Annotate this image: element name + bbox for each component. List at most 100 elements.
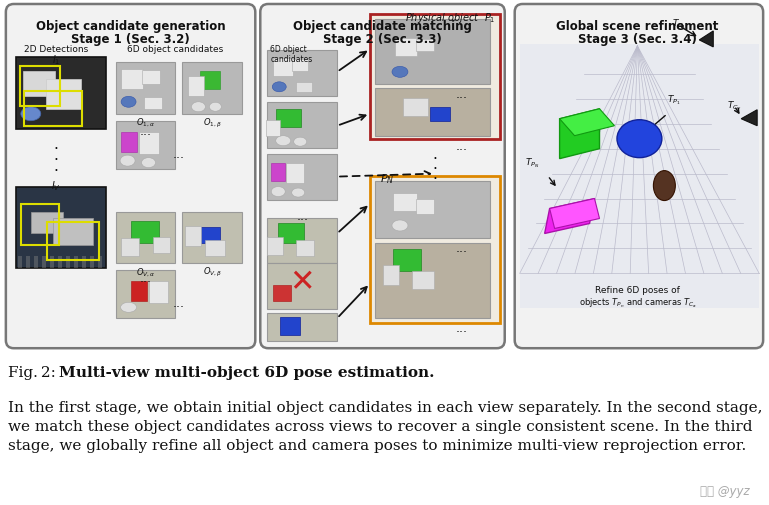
Text: ...: ...: [172, 147, 185, 161]
Ellipse shape: [276, 136, 291, 146]
Bar: [278, 224, 305, 244]
Bar: [520, 45, 759, 309]
Bar: [82, 257, 85, 269]
Bar: [16, 187, 105, 269]
Text: Stage 1 (Sec. 3.2): Stage 1 (Sec. 3.2): [72, 33, 190, 46]
Text: ...: ...: [172, 297, 185, 310]
Bar: [115, 212, 175, 264]
Ellipse shape: [294, 138, 307, 147]
Text: objects $T_{P_n}$ and cameras $T_{C_a}$: objects $T_{P_n}$ and cameras $T_{C_a}$: [578, 296, 696, 309]
Bar: [58, 257, 62, 269]
Bar: [46, 80, 81, 110]
Text: $T_{C_V}$: $T_{C_V}$: [727, 99, 742, 113]
Text: ...: ...: [139, 124, 151, 137]
Bar: [276, 110, 301, 127]
Ellipse shape: [21, 108, 41, 122]
Text: .: .: [432, 166, 438, 181]
Text: Refine 6D poses of: Refine 6D poses of: [595, 286, 680, 295]
Text: Fig. 2:: Fig. 2:: [8, 365, 61, 379]
Bar: [18, 257, 22, 269]
Text: $O_{V,\alpha}$: $O_{V,\alpha}$: [136, 266, 155, 278]
Bar: [42, 257, 46, 269]
Text: Stage 3 (Sec. 3.4): Stage 3 (Sec. 3.4): [578, 33, 697, 46]
Polygon shape: [699, 32, 714, 48]
Bar: [185, 227, 201, 247]
Text: 2D Detections: 2D Detections: [24, 45, 88, 54]
Text: ...: ...: [456, 242, 468, 255]
Bar: [20, 67, 60, 107]
Bar: [115, 122, 175, 169]
Bar: [375, 181, 490, 239]
Bar: [268, 314, 337, 341]
Bar: [182, 63, 242, 115]
Bar: [266, 121, 280, 136]
Text: ...: ...: [139, 272, 151, 285]
Text: $T_{C_1}$: $T_{C_1}$: [672, 17, 687, 30]
Bar: [47, 223, 98, 261]
Ellipse shape: [617, 121, 662, 159]
Ellipse shape: [271, 187, 285, 197]
Bar: [21, 204, 58, 246]
Bar: [296, 83, 312, 92]
Text: .: .: [432, 157, 438, 171]
Text: .: .: [53, 159, 58, 173]
Bar: [280, 318, 300, 336]
Bar: [16, 58, 105, 129]
Bar: [403, 98, 428, 117]
Bar: [98, 257, 102, 269]
Bar: [121, 132, 137, 153]
Ellipse shape: [120, 156, 135, 167]
Text: ...: ...: [456, 88, 468, 100]
Bar: [50, 257, 54, 269]
Text: ...: ...: [456, 322, 468, 335]
Text: 知乎 @yyz: 知乎 @yyz: [701, 484, 750, 497]
Text: Global scene refinement: Global scene refinement: [556, 20, 718, 33]
Bar: [268, 218, 337, 264]
Bar: [188, 77, 205, 96]
Bar: [273, 59, 293, 77]
Bar: [383, 266, 399, 286]
Text: In the first stage, we obtain initial object candidates in each view separately.: In the first stage, we obtain initial ob…: [8, 400, 762, 452]
Bar: [115, 271, 175, 319]
Bar: [271, 163, 285, 181]
Bar: [138, 132, 158, 155]
Ellipse shape: [121, 302, 137, 313]
Text: $P_N$: $P_N$: [380, 172, 394, 186]
Text: $T_{P_1}$: $T_{P_1}$: [667, 93, 681, 107]
Text: .: .: [53, 136, 58, 152]
Bar: [201, 228, 221, 244]
Bar: [286, 163, 305, 183]
Bar: [148, 282, 168, 304]
Polygon shape: [560, 110, 614, 136]
Bar: [375, 20, 490, 85]
Bar: [393, 193, 417, 211]
Polygon shape: [560, 110, 600, 159]
Bar: [31, 212, 63, 234]
Bar: [90, 257, 94, 269]
Bar: [375, 88, 490, 136]
Bar: [24, 91, 82, 126]
Bar: [412, 272, 434, 290]
Text: Object candidate matching: Object candidate matching: [292, 20, 471, 33]
Text: Multi-view multi-object 6D pose estimation.: Multi-view multi-object 6D pose estimati…: [59, 365, 434, 379]
Bar: [152, 238, 171, 254]
Bar: [144, 97, 161, 110]
Bar: [53, 218, 92, 246]
Bar: [370, 176, 500, 324]
Text: $I_V$: $I_V$: [51, 179, 61, 193]
Bar: [131, 222, 158, 244]
Text: $I_1$: $I_1$: [52, 53, 60, 67]
Bar: [393, 250, 421, 272]
Text: .: .: [432, 146, 438, 162]
Bar: [430, 108, 450, 122]
Text: $O_{1,\beta}$: $O_{1,\beta}$: [203, 117, 221, 130]
Text: Object candidate generation: Object candidate generation: [36, 20, 225, 33]
Text: ✕: ✕: [289, 267, 315, 296]
Bar: [65, 257, 70, 269]
Bar: [268, 51, 337, 96]
Ellipse shape: [291, 189, 305, 197]
Ellipse shape: [392, 221, 408, 231]
Bar: [416, 40, 434, 52]
FancyBboxPatch shape: [6, 5, 255, 348]
Bar: [121, 239, 138, 257]
